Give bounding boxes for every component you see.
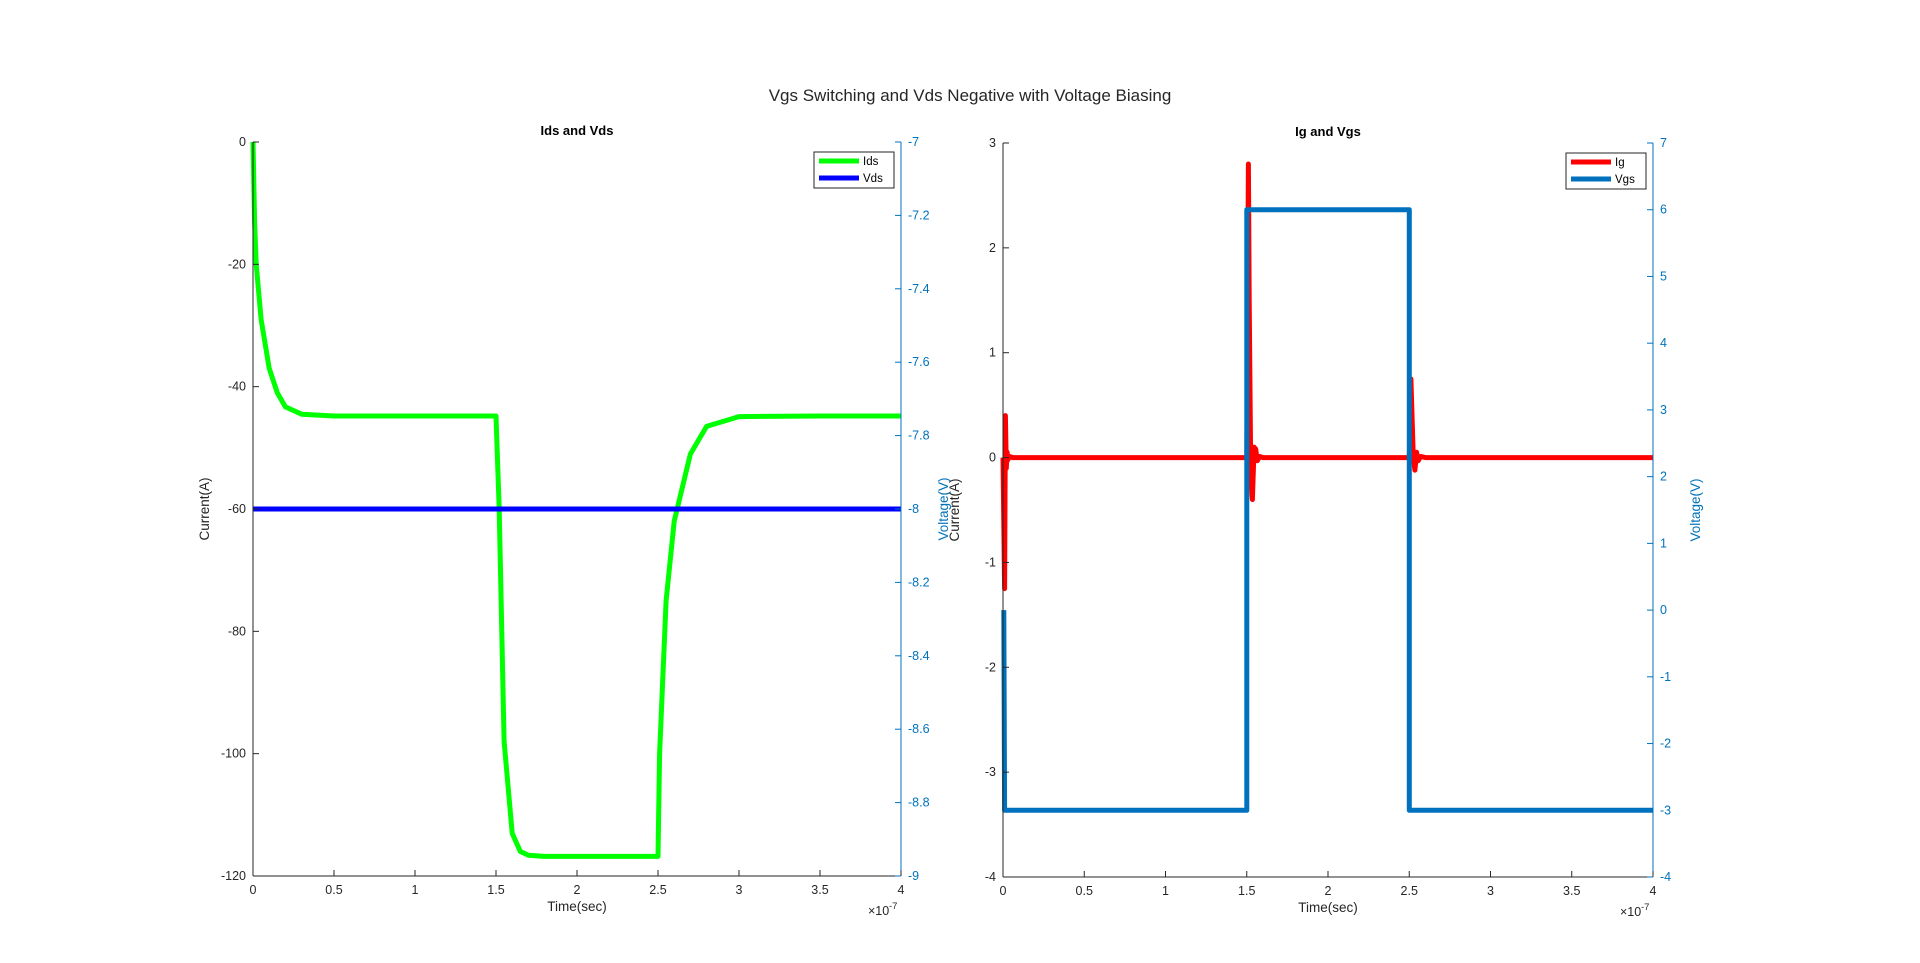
y-tick-label-left: -4 xyxy=(985,870,996,884)
y-tick-label-right: -8.8 xyxy=(908,796,930,810)
legend-box xyxy=(1565,152,1647,190)
legend-label-vds: Vds xyxy=(863,173,883,185)
y-tick-label-left: -80 xyxy=(228,624,246,638)
y-tick-label-right: -3 xyxy=(1660,803,1671,817)
x-tick-label: 3 xyxy=(1487,884,1494,898)
y-tick-label-right: -8.6 xyxy=(908,722,930,736)
y-axis-label-left: Current(A) xyxy=(947,478,962,541)
x-tick-label: 0.5 xyxy=(1076,884,1093,898)
y-tick-label-left: -20 xyxy=(228,257,246,271)
y-tick-label-right: -7.6 xyxy=(908,355,930,369)
series-line-ids xyxy=(250,141,901,859)
y-tick-label-right: 5 xyxy=(1660,269,1667,283)
y-tick-label-right: 3 xyxy=(1660,403,1667,417)
y-tick-label-right: -8.4 xyxy=(908,649,930,663)
y-tick-label-right: -2 xyxy=(1660,737,1671,751)
x-tick-label: 3.5 xyxy=(811,883,828,897)
subplot-title: Ig and Vgs xyxy=(1295,124,1361,139)
legend-label-ig: Ig xyxy=(1615,157,1625,169)
y-tick-label-right: -7 xyxy=(908,135,919,149)
y-tick-label-left: -3 xyxy=(985,765,996,779)
x-tick-label: 1.5 xyxy=(1238,884,1255,898)
y-tick-label-left: -40 xyxy=(228,380,246,394)
x-exponent-base: ×10 xyxy=(868,904,889,918)
x-tick-label: 3.5 xyxy=(1563,884,1580,898)
x-tick-label: 2 xyxy=(574,883,581,897)
x-tick-label: 1 xyxy=(1162,884,1169,898)
y-tick-label-right: -7.8 xyxy=(908,429,930,443)
series-line-ig xyxy=(1000,161,1653,592)
x-tick-label: 4 xyxy=(898,883,905,897)
y-tick-label-left: -120 xyxy=(221,869,246,883)
x-exponent-power: -7 xyxy=(889,901,897,912)
y-tick-label-right: -4 xyxy=(1660,870,1671,884)
y-axis-label-left: Current(A) xyxy=(197,477,212,540)
x-exponent-power: -7 xyxy=(1641,902,1649,913)
y-tick-label-right: 4 xyxy=(1660,336,1667,350)
x-tick-label: 3 xyxy=(736,883,743,897)
y-tick-label-right: -1 xyxy=(1660,670,1671,684)
legend-box xyxy=(813,151,895,189)
y-tick-label-left: 3 xyxy=(989,136,996,150)
legend-label-vgs: Vgs xyxy=(1615,174,1635,186)
y-tick-label-left: 0 xyxy=(239,135,246,149)
y-tick-label-right: 7 xyxy=(1660,136,1667,150)
y-tick-label-right: -7.2 xyxy=(908,208,930,222)
x-axis-label: Time(sec) xyxy=(1298,900,1358,915)
y-tick-label-left: 2 xyxy=(989,241,996,255)
y-tick-label-right: -8.2 xyxy=(908,575,930,589)
y-tick-label-right: -8 xyxy=(908,502,919,516)
y-tick-label-left: -60 xyxy=(228,502,246,516)
y-tick-label-right: -7.4 xyxy=(908,282,930,296)
y-tick-label-left: 0 xyxy=(989,451,996,465)
x-tick-label: 0.5 xyxy=(325,883,342,897)
figure-title: Vgs Switching and Vds Negative with Volt… xyxy=(769,86,1172,105)
x-exponent-base: ×10 xyxy=(1620,905,1641,919)
x-tick-label: 0 xyxy=(250,883,257,897)
y-tick-label-left: 1 xyxy=(989,346,996,360)
y-tick-label-right: 1 xyxy=(1660,536,1667,550)
x-tick-label: 2.5 xyxy=(1401,884,1418,898)
x-tick-label: 1.5 xyxy=(487,883,504,897)
legend-label-ids: Ids xyxy=(863,156,879,168)
x-axis-label: Time(sec) xyxy=(547,899,607,914)
x-tick-label: 4 xyxy=(1650,884,1657,898)
x-tick-label: 2 xyxy=(1325,884,1332,898)
y-tick-label-right: 0 xyxy=(1660,603,1667,617)
y-tick-label-right: 2 xyxy=(1660,470,1667,484)
subplot-title: Ids and Vds xyxy=(541,123,614,138)
y-tick-label-right: -9 xyxy=(908,869,919,883)
y-tick-label-left: -100 xyxy=(221,747,246,761)
series-line-vgs xyxy=(1001,207,1653,813)
y-tick-label-left: -1 xyxy=(985,555,996,569)
x-tick-label: 2.5 xyxy=(649,883,666,897)
x-tick-label: 1 xyxy=(412,883,419,897)
subplot-ig-vgs: 0 0.5 1 1.5 2 2.5 3 3.5 4 3 2 1 0 -1 -2 -3 -4 7 6 5 4 3 2 1 0 -1 -… xyxy=(947,124,1703,919)
y-axis-label-right: Voltage(V) xyxy=(936,477,951,540)
y-tick-label-right: 6 xyxy=(1660,203,1667,217)
y-axis-label-right: Voltage(V) xyxy=(1688,478,1703,541)
y-tick-label-left: -2 xyxy=(985,660,996,674)
x-tick-label: 0 xyxy=(1000,884,1007,898)
subplot-ids-vds: 0 0.5 1 1.5 2 2.5 3 3.5 4 0 -20 -40 -60 -80 -100 -120 -7… xyxy=(197,123,951,918)
